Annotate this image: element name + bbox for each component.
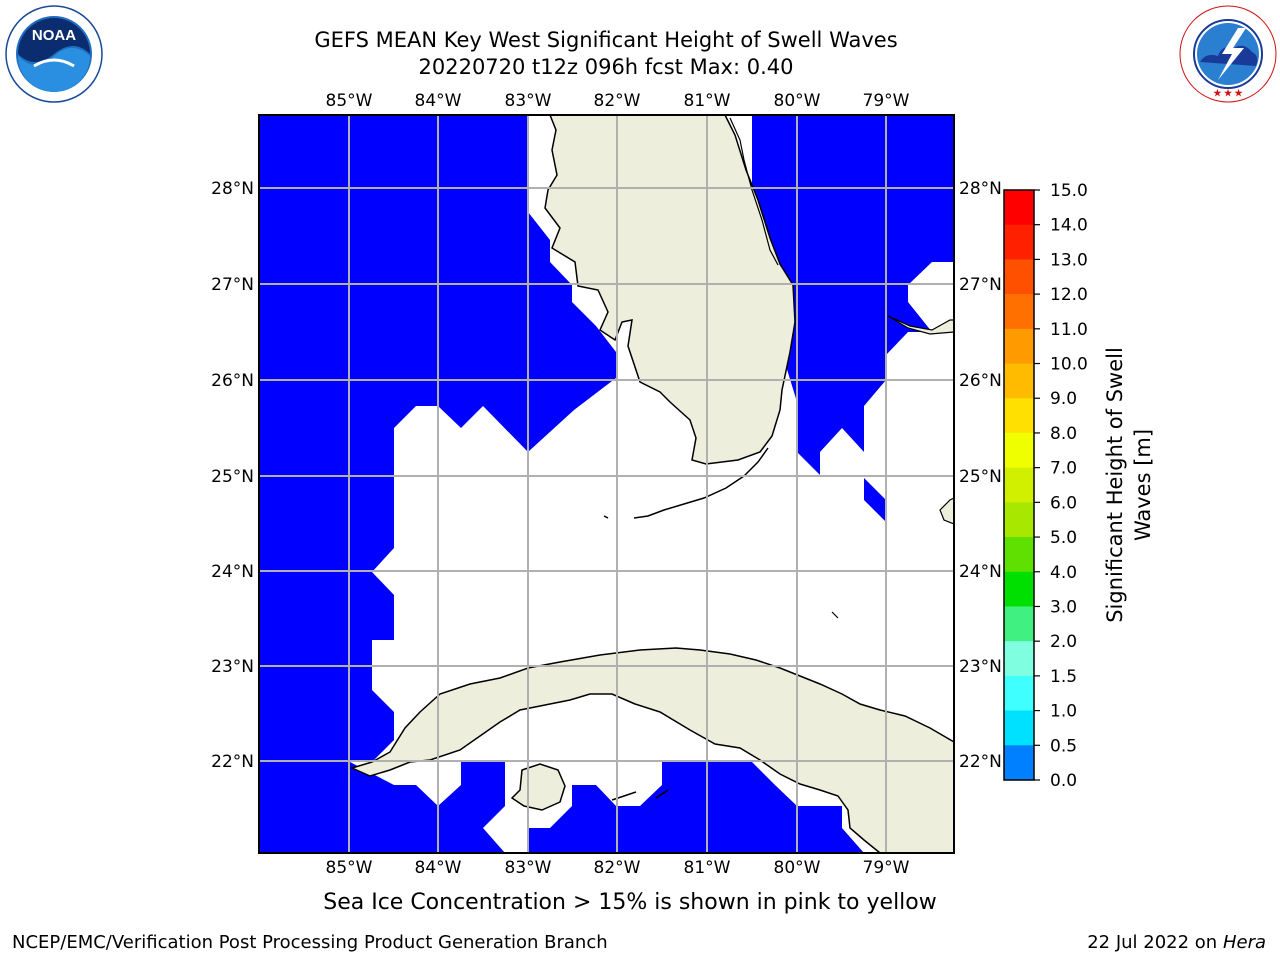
lon-labels-top: 85°W 84°W 83°W 82°W 81°W 80°W 79°W <box>326 91 910 111</box>
lat-label: 23°N <box>211 657 254 677</box>
lon-label: 84°W <box>415 91 462 111</box>
colorbar-bin <box>1004 224 1034 260</box>
wave-region-caribbean <box>528 762 864 853</box>
colorbar-bin <box>1004 537 1034 573</box>
colorbar-tick-label: 15.0 <box>1050 181 1088 201</box>
lat-label: 27°N <box>959 275 1002 295</box>
chart-subtitle: 20220720 t12z 096h fcst Max: 0.40 <box>418 55 794 79</box>
colorbar-title-line1: Significant Height of Swell <box>1103 347 1127 623</box>
lon-label: 83°W <box>505 858 552 878</box>
colorbar-bin <box>1004 259 1034 295</box>
colorbar-bin <box>1004 710 1034 746</box>
lat-label: 25°N <box>211 467 254 487</box>
colorbar-bin <box>1004 398 1034 434</box>
lat-label: 25°N <box>959 467 1002 487</box>
lon-label: 80°W <box>774 91 821 111</box>
lon-label: 80°W <box>774 858 821 878</box>
colorbar-tick-label: 4.0 <box>1050 563 1077 583</box>
lon-label: 82°W <box>594 858 641 878</box>
cay-sal <box>831 611 839 619</box>
sea-ice-note: Sea Ice Concentration > 15% is shown in … <box>323 890 937 915</box>
chart-title: GEFS MEAN Key West Significant Height of… <box>314 28 898 52</box>
colorbar <box>1003 189 1035 781</box>
colorbar-tick-label: 8.0 <box>1050 424 1077 444</box>
lon-label: 81°W <box>684 91 731 111</box>
colorbar-tick-label: 13.0 <box>1050 250 1088 270</box>
colorbar-tick-label: 7.0 <box>1050 459 1077 479</box>
colorbar-tick-label: 2.0 <box>1050 632 1077 652</box>
lat-label: 26°N <box>211 371 254 391</box>
lat-labels-right: 28°N 27°N 26°N 25°N 24°N 23°N 22°N <box>959 179 1002 772</box>
colorbar-tick-label: 3.0 <box>1050 597 1077 617</box>
land-isle-of-youth <box>510 763 566 811</box>
wave-region-bahamas <box>864 478 886 522</box>
colorbar-bin <box>1004 675 1034 712</box>
colorbar-bin <box>1004 363 1034 399</box>
colorbar-bin <box>1004 190 1034 226</box>
colorbar-tick-label: 5.0 <box>1050 528 1077 548</box>
nws-logo-icon: ★ ★ ★ <box>1179 5 1277 103</box>
colorbar-bin <box>1004 606 1034 642</box>
land-florida <box>544 115 796 465</box>
lat-label: 24°N <box>959 562 1002 582</box>
lat-label: 24°N <box>211 562 254 582</box>
colorbar-tick-label: 14.0 <box>1050 216 1088 236</box>
colorbar-tick-label: 11.0 <box>1050 320 1088 340</box>
lon-label: 84°W <box>415 858 462 878</box>
colorbar-tick-label: 10.0 <box>1050 355 1088 375</box>
lon-label: 83°W <box>505 91 552 111</box>
colorbar-bin <box>1004 432 1034 469</box>
lat-label: 28°N <box>959 179 1002 199</box>
footer-credit: NCEP/EMC/Verification Post Processing Pr… <box>12 932 608 953</box>
svg-text:★ ★ ★: ★ ★ ★ <box>1213 88 1243 98</box>
lat-label: 22°N <box>959 752 1002 772</box>
lon-label: 85°W <box>326 858 373 878</box>
lat-label: 26°N <box>959 371 1002 391</box>
colorbar-bin <box>1004 502 1034 538</box>
colorbar-tick-label: 1.0 <box>1050 702 1077 722</box>
lat-label: 27°N <box>211 275 254 295</box>
gridlines <box>259 115 954 853</box>
colorbar-bin <box>1004 641 1034 677</box>
lon-label: 81°W <box>684 858 731 878</box>
colorbar-frame <box>1003 189 1035 781</box>
colorbar-bin <box>1004 294 1034 330</box>
land-cuba <box>349 647 954 853</box>
lat-labels-left: 28°N 27°N 26°N 25°N 24°N 23°N 22°N <box>211 179 254 772</box>
colorbar-ticks: 15.0 14.0 13.0 12.0 11.0 10.0 9.0 8.0 7.0 6.0 5.0 4… <box>1034 181 1088 791</box>
lat-label: 28°N <box>211 179 254 199</box>
wave-region-southwest <box>259 762 505 853</box>
svg-text:NOAA: NOAA <box>32 27 76 44</box>
colorbar-bin <box>1004 571 1034 607</box>
lat-label: 23°N <box>959 657 1002 677</box>
lon-label: 79°W <box>863 858 910 878</box>
dry-tortugas <box>603 515 609 519</box>
map-frame <box>258 114 955 854</box>
colorbar-title-line2: Waves [m] <box>1131 429 1155 541</box>
land-grand-bahama <box>887 315 954 335</box>
wave-region-atlantic <box>752 115 954 475</box>
florida-keys <box>633 447 769 519</box>
colorbar-bin <box>1004 745 1034 781</box>
lat-label: 22°N <box>211 752 254 772</box>
colorbar-tick-label: 0.0 <box>1050 771 1077 791</box>
land-andros <box>939 497 954 525</box>
noaa-logo-icon: NOAA <box>5 5 103 103</box>
colorbar-tick-label: 12.0 <box>1050 285 1088 305</box>
lon-labels-bottom: 85°W 84°W 83°W 82°W 81°W 80°W 79°W <box>326 858 910 878</box>
lon-label: 82°W <box>594 91 641 111</box>
colorbar-tick-label: 6.0 <box>1050 493 1077 513</box>
colorbar-tick-label: 0.5 <box>1050 736 1077 756</box>
colorbar-bin <box>1004 467 1034 503</box>
colorbar-bin <box>1004 328 1034 365</box>
colorbar-tick-label: 9.0 <box>1050 389 1077 409</box>
lon-label: 85°W <box>326 91 373 111</box>
land-florida-inner-coast <box>729 117 779 266</box>
footer-date: 22 Jul 2022 on Hera <box>1087 932 1266 953</box>
lon-label: 79°W <box>863 91 910 111</box>
colorbar-tick-label: 1.5 <box>1050 667 1077 687</box>
